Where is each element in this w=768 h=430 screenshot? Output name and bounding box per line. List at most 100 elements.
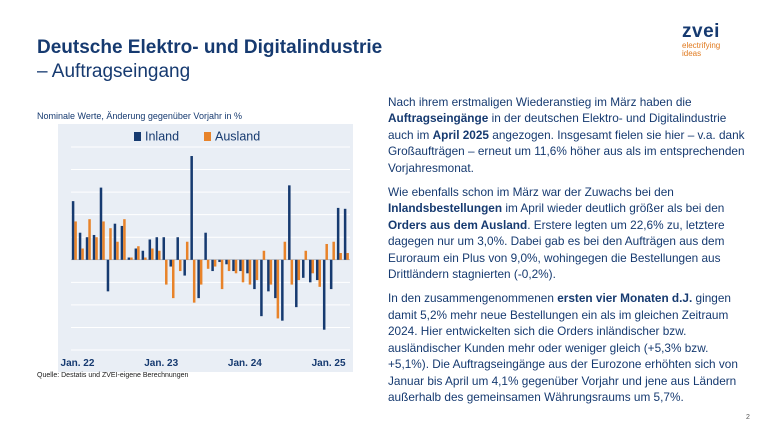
- text-run: . Erstere legten um 22,6% zu, letztere d…: [388, 217, 725, 282]
- bar-inland: [176, 237, 179, 260]
- bar-inland: [232, 259, 235, 272]
- bar-inland: [134, 248, 138, 260]
- bar-ausland: [325, 243, 328, 260]
- bar-ausland: [206, 259, 210, 269]
- bar-inland: [315, 259, 319, 281]
- bar-inland: [218, 259, 221, 263]
- bar-ausland: [318, 259, 321, 287]
- bar-inland: [295, 259, 298, 308]
- bar-inland: [343, 208, 347, 260]
- bar-inland: [141, 250, 145, 260]
- logo-word: zvei: [682, 21, 720, 42]
- bar-ausland: [151, 248, 154, 260]
- commentary-text: Nach ihrem erstmaligen Wiederanstieg im …: [388, 94, 746, 413]
- bar-inland: [308, 259, 312, 283]
- bar-ausland: [81, 248, 84, 260]
- legend-swatch-ausland: [204, 132, 211, 141]
- bar-ausland: [227, 259, 231, 272]
- bar-ausland: [248, 259, 252, 285]
- bar-ausland: [339, 253, 342, 260]
- bold-text: Inlandsbestellungen: [388, 201, 503, 216]
- bar-ausland: [171, 259, 175, 299]
- bar-ausland: [332, 241, 335, 260]
- legend-label-ausland: Ausland: [215, 130, 260, 144]
- bar-ausland: [199, 259, 203, 285]
- bar-inland: [288, 185, 291, 260]
- bar-inland: [183, 259, 186, 276]
- logo-tagline-2: ideas: [682, 49, 702, 58]
- bar-inland: [302, 259, 305, 278]
- bar-ausland: [269, 259, 273, 285]
- bar-ausland: [74, 221, 77, 260]
- bar-ausland: [116, 241, 119, 260]
- paragraph-1: Nach ihrem erstmaligen Wiederanstieg im …: [388, 94, 746, 176]
- bar-ausland: [234, 259, 238, 274]
- bar-inland: [127, 257, 131, 260]
- bar-ausland: [213, 259, 217, 267]
- bar-inland: [246, 259, 249, 274]
- bold-text: ersten vier Monaten d.J.: [557, 291, 693, 306]
- bar-inland: [329, 259, 333, 290]
- bar-inland: [113, 223, 117, 260]
- zvei-logo: zvei electrifying ideas: [682, 22, 752, 58]
- bar-inland: [71, 201, 75, 260]
- bar-inland: [162, 237, 166, 260]
- bar-ausland: [185, 241, 189, 260]
- page-number: 2: [746, 414, 750, 421]
- bold-text: April 2025: [432, 127, 489, 142]
- bar-ausland: [144, 257, 147, 260]
- bar-ausland: [290, 259, 294, 285]
- bar-inland: [260, 259, 263, 317]
- bar-ausland: [220, 259, 224, 290]
- bar-inland: [204, 232, 207, 260]
- legend-label-inland: Inland: [145, 130, 179, 144]
- bar-inland: [85, 237, 89, 260]
- bar-ausland: [311, 259, 315, 274]
- bar-inland: [197, 259, 200, 299]
- bar-inland: [267, 259, 270, 292]
- x-tick-label: Jan. 22: [61, 358, 95, 369]
- bar-inland: [106, 259, 110, 292]
- bar-inland: [239, 259, 242, 272]
- bar-inland: [155, 237, 159, 260]
- bar-inland: [253, 259, 256, 290]
- bar-ausland: [241, 259, 245, 283]
- bar-inland: [336, 207, 340, 260]
- x-tick-label: Jan. 25: [312, 358, 346, 369]
- page-title: Deutsche Elektro- und Digitalindustrie: [37, 37, 383, 58]
- page-subtitle: – Auftragseingang: [37, 61, 191, 82]
- bar-inland: [225, 259, 228, 265]
- bar-ausland: [276, 259, 280, 319]
- bar-ausland: [88, 219, 91, 260]
- chart-caption: Nominale Werte, Änderung gegenüber Vorja…: [37, 111, 242, 121]
- source-note: Quelle: Destatis und ZVEI-eigene Berechn…: [37, 372, 189, 379]
- bar-ausland: [165, 259, 168, 285]
- legend-swatch-inland: [134, 132, 141, 141]
- bar-ausland: [158, 250, 161, 260]
- bar-ausland: [102, 221, 105, 260]
- paragraph-3: In den zusammengenommenen ersten vier Mo…: [388, 290, 746, 405]
- bar-inland: [99, 187, 103, 260]
- bar-inland: [190, 156, 193, 260]
- bar-inland: [148, 239, 152, 260]
- bar-ausland: [192, 259, 196, 303]
- bar-ausland: [178, 259, 182, 272]
- bar-inland: [78, 232, 82, 260]
- text-run: gingen damit 5,2% mehr neue Bestellungen…: [388, 291, 738, 404]
- bar-ausland: [304, 250, 308, 260]
- bar-ausland: [109, 228, 112, 260]
- x-tick-label: Jan. 23: [144, 358, 178, 369]
- bar-ausland: [283, 241, 287, 260]
- paragraph-2: Wie ebenfalls schon im März war der Zuwa…: [388, 184, 746, 282]
- bar-inland: [92, 234, 96, 260]
- text-run: Wie ebenfalls schon im März war der Zuwa…: [388, 185, 674, 200]
- logo-tagline-1: electrifying: [682, 41, 721, 50]
- text-run: Nach ihrem erstmaligen Wiederanstieg im …: [388, 95, 692, 109]
- bar-ausland: [297, 259, 301, 281]
- text-run: im April wieder deutlich größer als bei …: [502, 201, 725, 216]
- bar-ausland: [346, 253, 349, 260]
- bar-inland: [322, 259, 326, 330]
- bold-text: Orders aus dem Ausland: [388, 217, 528, 232]
